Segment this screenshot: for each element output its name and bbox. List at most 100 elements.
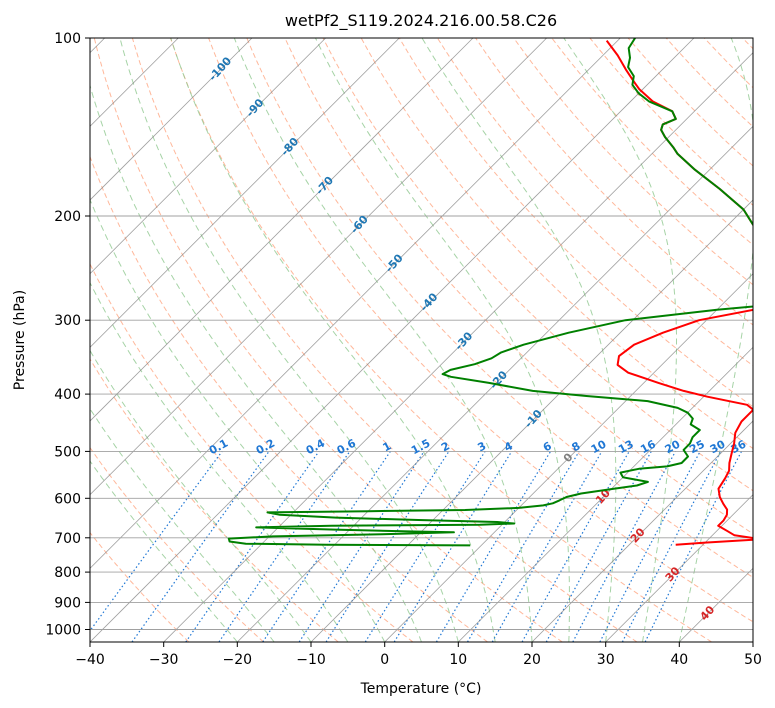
mixing-ratio-line [545, 451, 652, 642]
isotherm-line [310, 199, 753, 642]
y-tick-label: 1000 [45, 623, 81, 639]
y-tick-label: 900 [54, 595, 81, 611]
mixing-ratio-label: 0.4 [304, 436, 328, 457]
x-tick-label: −30 [149, 652, 179, 668]
pressure-gridlines [90, 38, 753, 630]
x-tick-label: 50 [744, 652, 762, 668]
mixing-ratio-line [621, 451, 722, 642]
mixing-ratio-label: 0.2 [254, 437, 277, 458]
isotherm-line [458, 346, 753, 642]
mixing-ratio-label: 13 [616, 438, 636, 457]
sounding-series [227, 38, 753, 547]
temperature-profile-line [605, 40, 753, 546]
moist-adiabat-line [563, 38, 677, 642]
mixing-ratio-label: 8 [570, 439, 583, 454]
x-tick-label: 20 [523, 652, 541, 668]
chart-title: wetPf2_S119.2024.216.00.58.C26 [285, 11, 557, 31]
moist-adiabat-line [421, 38, 617, 642]
mixing-ratio-line [218, 451, 351, 642]
mixing-ratio-label: 10 [589, 437, 609, 456]
dry-adiabat-line [589, 38, 753, 206]
isotherm-label: 20 [628, 525, 648, 545]
y-tick-label: 500 [54, 444, 81, 460]
isotherm-line [90, 38, 547, 496]
x-tick-label: 10 [449, 652, 467, 668]
dry-adiabat-line [322, 38, 753, 492]
mixing-ratio-label: 16 [638, 437, 658, 456]
dry-adiabat-line [665, 38, 753, 128]
y-axis-label: Pressure (hPa) [12, 290, 28, 390]
mixing-ratio-label: 0.6 [335, 436, 359, 457]
dry-adiabat-line [703, 38, 753, 89]
mixing-ratio-label: 1.5 [409, 437, 432, 458]
dry-adiabat-line [90, 531, 190, 642]
moist-adiabat-line [90, 83, 422, 642]
mixing-ratio-line [262, 451, 391, 642]
y-tick-label: 600 [54, 491, 81, 507]
y-tick-label: 100 [54, 31, 81, 47]
mixing-ratio-label: 25 [687, 438, 707, 457]
x-tick-label: 30 [597, 652, 615, 668]
mixing-ratio-line [325, 451, 450, 642]
isotherm-line [752, 641, 753, 642]
moist-adiabats [90, 38, 753, 642]
mixing-ratio-line [572, 451, 677, 642]
moist-adiabat-line [90, 407, 275, 642]
isotherm-line [90, 38, 326, 275]
moist-adiabat-line [233, 38, 533, 642]
mixing-ratio-label: 1 [381, 439, 394, 454]
mixing-ratio-label: 20 [663, 437, 683, 456]
mixing-ratio-line [298, 451, 425, 642]
dry-adiabat-line [284, 38, 753, 535]
dry-adiabat-line [246, 38, 753, 578]
moist-adiabat-line [678, 38, 753, 642]
dry-adiabat-line [93, 38, 563, 642]
y-tick-label: 800 [54, 565, 81, 581]
mixing-ratio-label: 3 [475, 439, 488, 454]
mixing-ratio-line [435, 451, 552, 642]
isotherm-line [531, 420, 753, 642]
y-tick-label: 300 [54, 313, 81, 329]
mixing-ratio-label: 2 [439, 439, 452, 454]
dry-adiabat-line [475, 38, 753, 326]
y-tick-label: 700 [54, 531, 81, 547]
dewpoint-profile-line [227, 38, 753, 547]
mixing-ratio-label: 4 [502, 439, 515, 454]
x-axis: −40 −30 −20 −10 0 10 20 30 40 50 [75, 642, 762, 668]
isotherm-line [90, 38, 474, 422]
mixing-ratio-line [466, 451, 580, 642]
isotherm-label: -100 [206, 54, 234, 83]
mixing-ratio-line [599, 451, 701, 642]
moist-adiabat-line [90, 460, 238, 642]
dry-adiabat-line [627, 38, 753, 167]
dry-adiabat-line [436, 38, 753, 367]
isotherm-grid [90, 38, 753, 642]
moist-adiabat-line [90, 198, 386, 642]
isotherm-line [90, 38, 253, 201]
mixing-ratio-label: 0.1 [207, 437, 230, 458]
y-tick-label: 400 [54, 387, 81, 403]
x-axis-label: Temperature (°C) [360, 681, 482, 697]
isotherm-label: 30 [663, 564, 683, 584]
dry-adiabat-line [90, 446, 264, 642]
x-tick-label: −40 [75, 652, 105, 668]
moist-adiabat-line [119, 38, 459, 642]
isotherm-line [90, 38, 621, 569]
isotherm-line [90, 38, 695, 642]
isotherm-line [384, 273, 753, 642]
dry-adiabat-line [131, 38, 638, 642]
mixing-ratio-line [644, 451, 743, 642]
x-tick-label: 0 [380, 652, 389, 668]
moist-adiabat-line [170, 38, 496, 642]
moist-adiabat-line [90, 349, 312, 642]
isotherm-line [679, 567, 753, 642]
isotherm-line [90, 38, 400, 348]
dry-adiabat-line [208, 38, 753, 623]
x-tick-label: 40 [670, 652, 688, 668]
x-tick-label: −20 [223, 652, 253, 668]
mixing-ratio-line [90, 451, 223, 632]
x-tick-label: −10 [296, 652, 326, 668]
isotherm-line [605, 494, 753, 642]
mixing-ratio-line [521, 451, 630, 642]
